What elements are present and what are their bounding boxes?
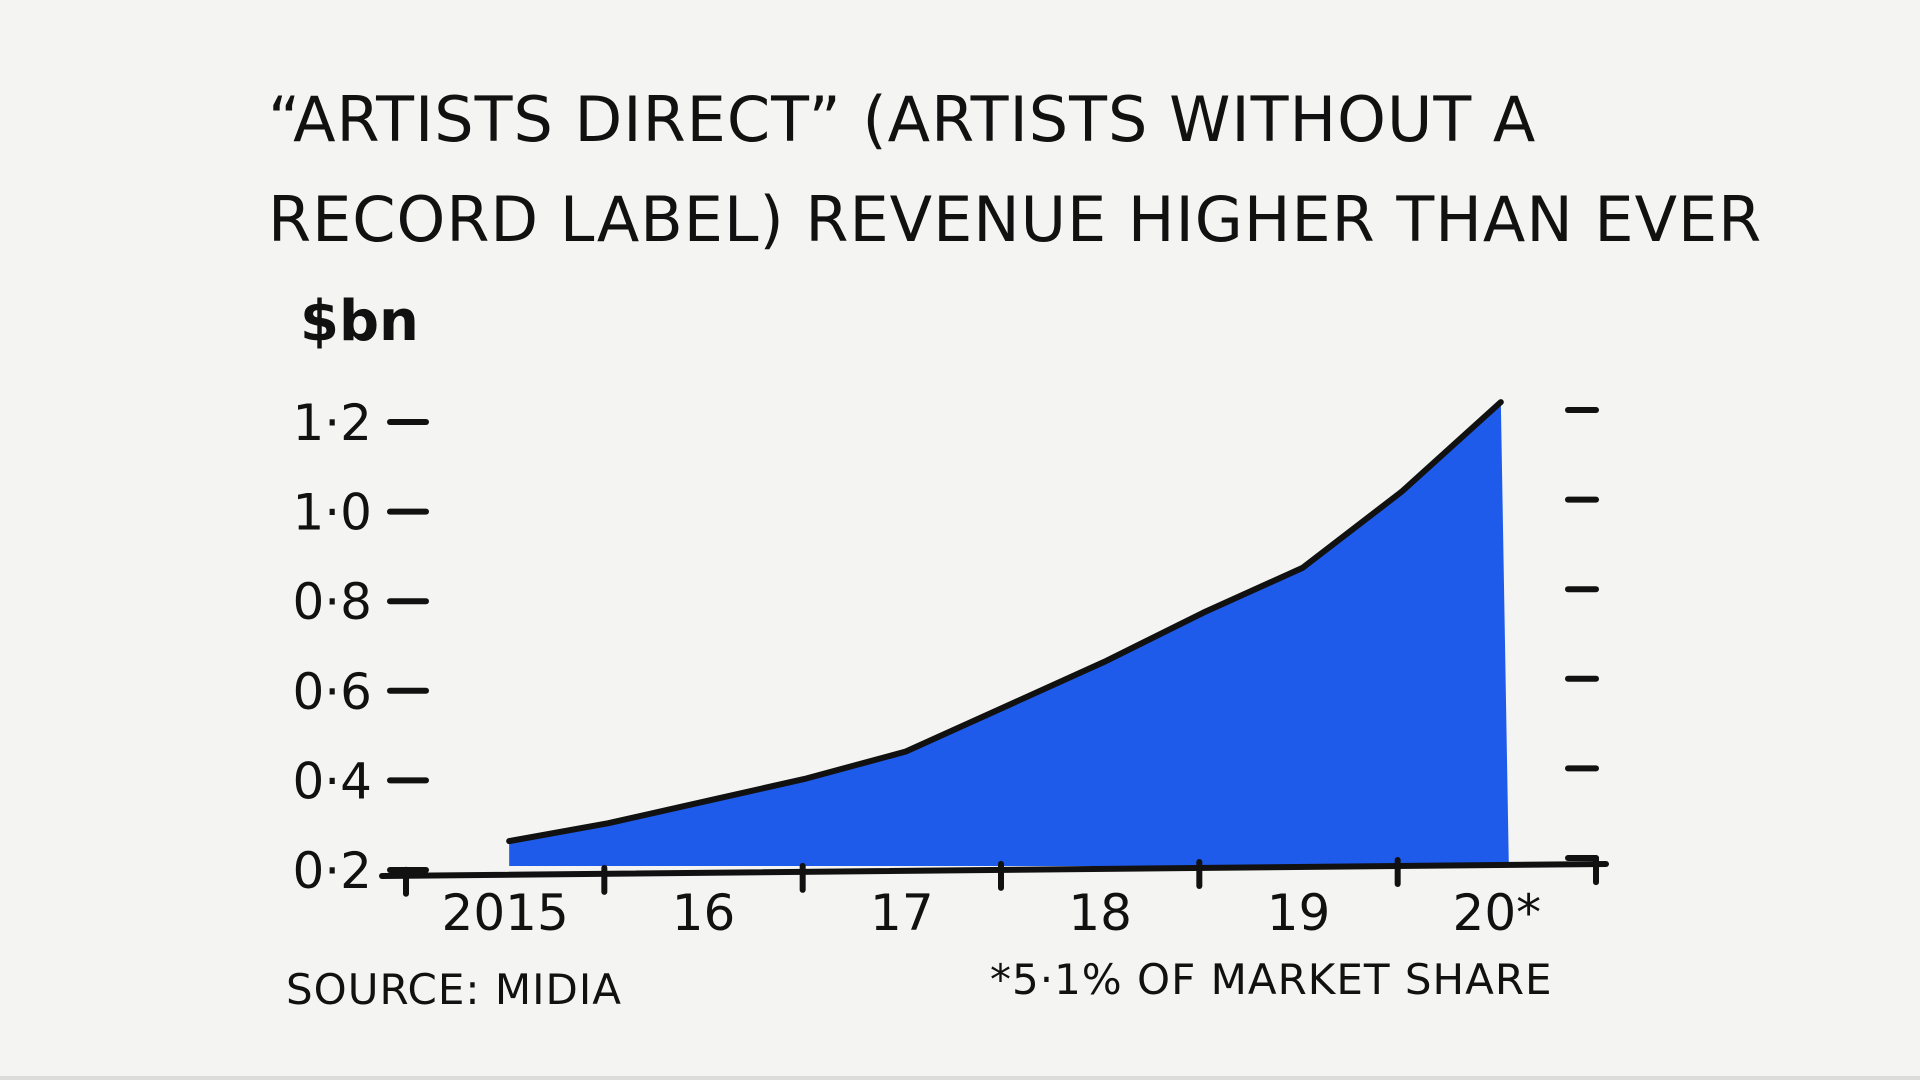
x-axis-line: [379, 861, 1609, 879]
data-point: [903, 749, 909, 755]
footnote: *5·1% OF MARKET SHARE: [990, 955, 1553, 1004]
data-point: [1399, 489, 1405, 495]
source-note: SOURCE: MIDIA: [286, 965, 622, 1014]
data-point: [506, 838, 512, 844]
y-tick-label: 1·0: [292, 484, 372, 542]
axis-layer: [379, 861, 1609, 879]
chart-title: “ARTISTS DIRECT” (ARTISTS WITHOUT A RECO…: [268, 70, 1763, 270]
x-tick-label: 2015: [442, 884, 569, 942]
data-point: [1101, 659, 1107, 665]
y-ticks: 0·2 0·4 0·6 0·8 1·0 1·2: [292, 394, 429, 900]
chart-title-line-1: “ARTISTS DIRECT” (ARTISTS WITHOUT A: [268, 83, 1537, 156]
series-line: [506, 399, 1504, 845]
x-tick-label: 17: [870, 884, 934, 942]
y-tick-label: 0·4: [292, 752, 372, 810]
right-y-ticks: [1565, 407, 1599, 861]
y-tick-label: 1·2: [292, 394, 372, 452]
x-tick-label: 18: [1068, 884, 1132, 942]
y-tick-label: 0·2: [292, 842, 372, 900]
series-area: [509, 402, 1509, 866]
data-point: [605, 820, 611, 826]
chart-title-line-2: RECORD LABEL) REVENUE HIGHER THAN EVER: [268, 183, 1763, 256]
y-axis-label: $bn: [300, 289, 419, 354]
page-edge: [0, 1076, 1920, 1080]
y-tick-label: 0·8: [292, 573, 372, 631]
x-tick-label: 16: [672, 884, 736, 942]
data-point: [705, 798, 711, 804]
x-ticks: 2015 16 17 18 19 20*: [403, 855, 1599, 942]
area-layer: [506, 399, 1509, 866]
data-point: [1200, 610, 1206, 616]
data-point: [1498, 399, 1504, 405]
data-point: [1300, 565, 1306, 571]
y-tick-label: 0·6: [292, 663, 372, 721]
data-point: [804, 775, 810, 781]
data-point: [1002, 704, 1008, 710]
x-tick-label: 20*: [1453, 884, 1542, 942]
x-tick-label: 19: [1267, 884, 1331, 942]
